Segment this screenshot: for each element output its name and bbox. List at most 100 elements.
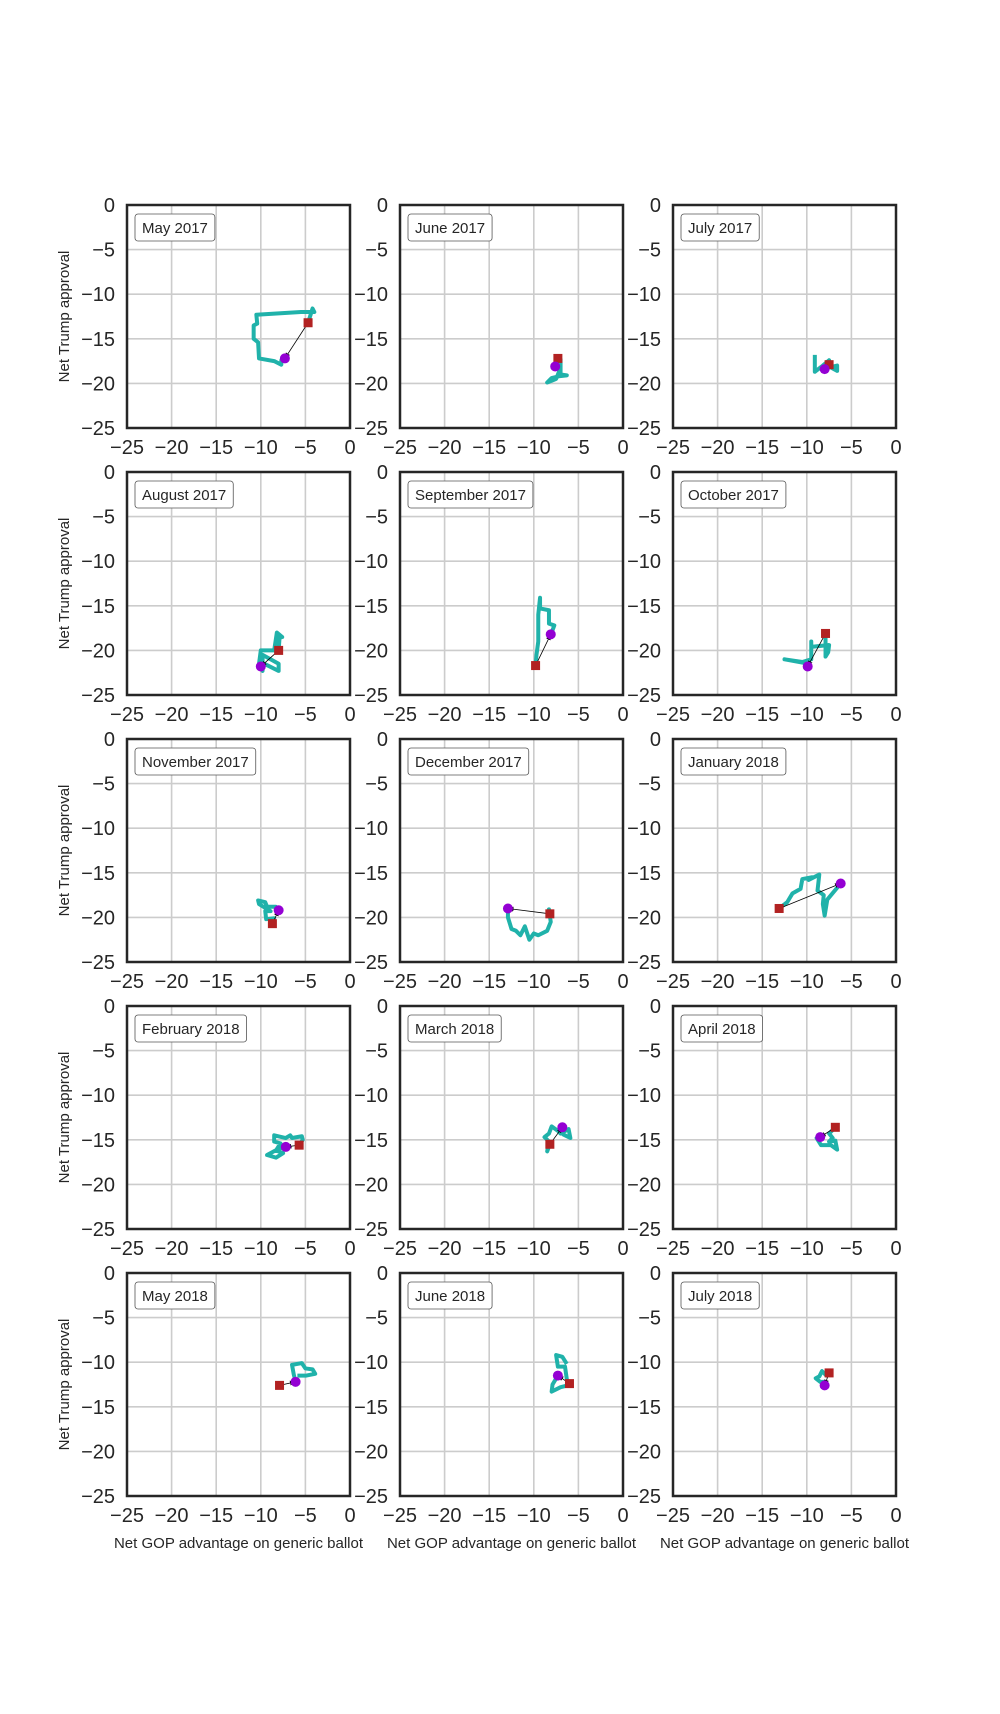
change-arrow: [284, 322, 309, 360]
month-label-box: [407, 747, 530, 776]
start-marker: [553, 353, 563, 363]
y-tick-label: −20: [354, 1174, 388, 1196]
x-tick-label: −5: [567, 971, 590, 993]
trajectory-line: [251, 306, 317, 367]
month-label: May 2018: [142, 1288, 208, 1305]
panel: −25 −20 −15 −10 −5 0 0 −5 −10 −15 −20 −25 July 2017: [627, 195, 902, 459]
trajectory-line: [545, 356, 569, 385]
x-tick-label: −10: [244, 437, 278, 459]
y-tick-label: −20: [627, 373, 661, 395]
start-marker: [275, 1380, 285, 1390]
x-tick-label: −20: [701, 704, 735, 726]
start-marker: [830, 1122, 840, 1132]
axes-frame: [125, 1271, 352, 1498]
end-marker: [502, 903, 513, 914]
y-tick-label: −20: [81, 373, 115, 395]
start-marker: [267, 919, 277, 929]
y-tick-label: −25: [627, 952, 661, 974]
y-tick-label: −15: [81, 329, 115, 351]
x-tick-label: −10: [244, 1238, 278, 1260]
y-tick-label: −25: [81, 418, 115, 440]
x-tick-label: 0: [617, 1505, 628, 1527]
month-label-box: [680, 747, 787, 776]
x-tick-label: 0: [617, 437, 628, 459]
x-tick-label: −5: [567, 1505, 590, 1527]
x-tick-label: −15: [745, 1238, 779, 1260]
x-tick-label: −5: [567, 704, 590, 726]
x-tick-label: 0: [344, 1505, 355, 1527]
x-tick-label: −5: [840, 971, 863, 993]
y-tick-label: −5: [365, 240, 388, 262]
end-marker: [815, 1132, 826, 1143]
y-tick-label: −10: [627, 1085, 661, 1107]
x-tick-label: 0: [617, 704, 628, 726]
y-tick-label: −15: [627, 329, 661, 351]
y-tick-label: −20: [81, 1174, 115, 1196]
month-label-box: [134, 480, 234, 509]
x-tick-label: −5: [840, 1505, 863, 1527]
x-tick-label: −5: [294, 437, 317, 459]
axes-frame: [398, 737, 625, 964]
x-tick-label: −25: [383, 704, 417, 726]
y-tick-label: −10: [627, 1352, 661, 1374]
change-arrow: [535, 633, 552, 666]
start-marker: [303, 318, 313, 328]
x-tick-label: 0: [344, 437, 355, 459]
panel: −25 −20 −15 −10 −5 0 0 −5 −10 −15 −20 −25 September …: [354, 462, 629, 726]
x-tick-label: −25: [656, 704, 690, 726]
panel: −25 −20 −15 −10 −5 0 0 −5 −10 −15 −20 −25 May 2018 Ne…: [56, 1263, 364, 1552]
x-tick-label: −15: [745, 704, 779, 726]
month-label-box: [680, 480, 787, 509]
end-marker: [802, 661, 813, 672]
y-tick-label: −25: [627, 418, 661, 440]
y-tick-label: 0: [104, 729, 115, 751]
x-tick-label: 0: [344, 1238, 355, 1260]
axes-frame: [671, 470, 898, 697]
x-tick-label: −20: [701, 1505, 735, 1527]
y-tick-label: 0: [650, 195, 661, 217]
y-tick-label: 0: [104, 195, 115, 217]
x-tick-label: −25: [656, 971, 690, 993]
trajectory-line: [265, 1133, 305, 1160]
y-tick-label: −20: [354, 373, 388, 395]
x-tick-label: −15: [745, 437, 779, 459]
panel: −25 −20 −15 −10 −5 0 0 −5 −10 −15 −20 −25 August 201…: [56, 462, 356, 726]
axes-frame: [398, 203, 625, 430]
month-label: July 2018: [688, 1288, 752, 1305]
x-tick-label: −25: [383, 437, 417, 459]
y-tick-label: −5: [638, 1308, 661, 1330]
start-marker: [774, 903, 784, 913]
axes-frame: [125, 203, 352, 430]
y-tick-label: −10: [81, 1085, 115, 1107]
x-tick-label: 0: [617, 1238, 628, 1260]
x-tick-label: −15: [199, 704, 233, 726]
x-tick-label: −20: [701, 971, 735, 993]
x-tick-label: −5: [840, 1238, 863, 1260]
x-tick-label: −25: [656, 1238, 690, 1260]
y-tick-label: −5: [92, 1308, 115, 1330]
trajectory-line: [505, 907, 553, 942]
x-tick-label: −15: [199, 1238, 233, 1260]
y-tick-label: −5: [638, 507, 661, 529]
x-tick-label: −15: [199, 971, 233, 993]
x-tick-label: −20: [428, 1238, 462, 1260]
y-tick-label: −5: [638, 240, 661, 262]
y-axis-label: Net Trump approval: [56, 1052, 73, 1184]
x-tick-label: −15: [472, 971, 506, 993]
x-tick-label: 0: [890, 437, 901, 459]
x-tick-label: −20: [155, 971, 189, 993]
x-tick-label: −10: [244, 1505, 278, 1527]
panel: −25 −20 −15 −10 −5 0 0 −5 −10 −15 −20 −25 May 2017 Ne…: [56, 195, 356, 459]
x-tick-label: −5: [567, 437, 590, 459]
y-tick-label: −25: [81, 1486, 115, 1508]
y-tick-label: −10: [81, 1352, 115, 1374]
y-tick-label: −25: [627, 685, 661, 707]
x-tick-label: −10: [244, 971, 278, 993]
panel: −25 −20 −15 −10 −5 0 0 −5 −10 −15 −20 −25 November 2…: [56, 729, 356, 993]
y-tick-label: −15: [627, 1130, 661, 1152]
x-tick-label: 0: [890, 971, 901, 993]
start-marker: [821, 628, 831, 638]
x-axis-label: Net GOP advantage on generic ballot: [660, 1535, 910, 1552]
y-tick-label: −10: [354, 1085, 388, 1107]
